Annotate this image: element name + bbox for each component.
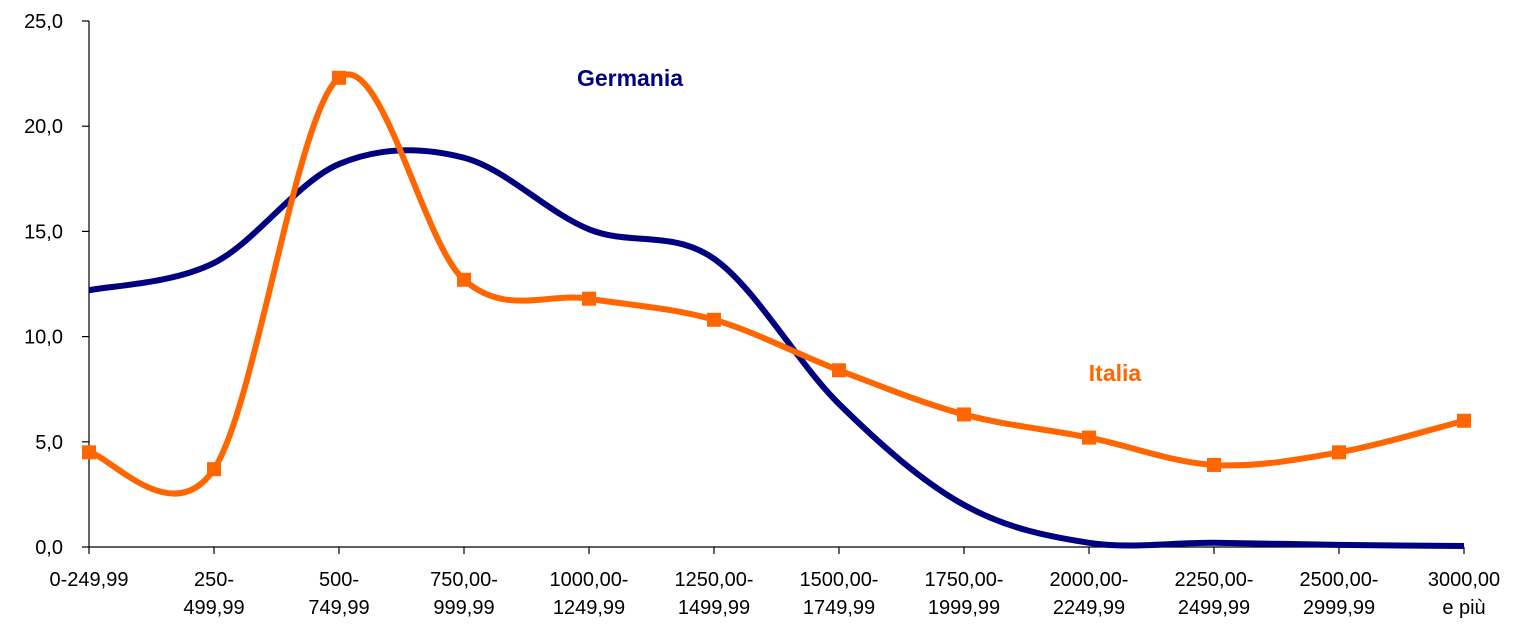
marker <box>707 312 721 327</box>
x-tick-label: 2250,00-2499,99 <box>1175 569 1254 619</box>
marker <box>1332 445 1346 460</box>
series-line <box>88 71 1465 497</box>
x-tick-label: 2500,00-2999,99 <box>1300 569 1379 619</box>
y-tick-label: 10,0 <box>24 327 63 349</box>
y-tick-label: 15,0 <box>24 221 63 243</box>
y-tick-label: 25,0 <box>24 11 63 33</box>
x-tick-label: 1000,00-1249,99 <box>550 569 629 619</box>
y-tick-label: 0,0 <box>35 537 63 559</box>
marker <box>957 407 971 422</box>
y-tick-label: 5,0 <box>35 432 63 454</box>
series-line <box>88 147 1465 549</box>
marker <box>832 363 846 378</box>
marker <box>207 462 221 477</box>
marker <box>1207 457 1221 472</box>
marker <box>457 272 471 287</box>
x-tick-label: 3000,00 e più <box>1428 569 1500 619</box>
x-tick-label: 1750,00-1999,99 <box>925 569 1004 619</box>
x-tick-label: 250-499,99 <box>183 569 244 619</box>
x-tick-label: 1250,00-1499,99 <box>675 569 754 619</box>
marker <box>82 445 96 460</box>
x-tick-label: 1500,00-1749,99 <box>800 569 879 619</box>
x-tick-label: 0-249,99 <box>50 569 129 591</box>
series-label: Germania <box>577 65 683 91</box>
series-label: Italia <box>1089 360 1142 386</box>
x-tick-label: 500-749,99 <box>308 569 369 619</box>
marker <box>332 70 346 85</box>
x-tick-label: 750,00-999,99 <box>430 569 498 619</box>
y-tick-label: 20,0 <box>24 116 63 138</box>
marker <box>1082 430 1096 445</box>
marker <box>582 291 596 306</box>
marker <box>1457 413 1471 428</box>
x-tick-label: 2000,00-2249,99 <box>1050 569 1129 619</box>
